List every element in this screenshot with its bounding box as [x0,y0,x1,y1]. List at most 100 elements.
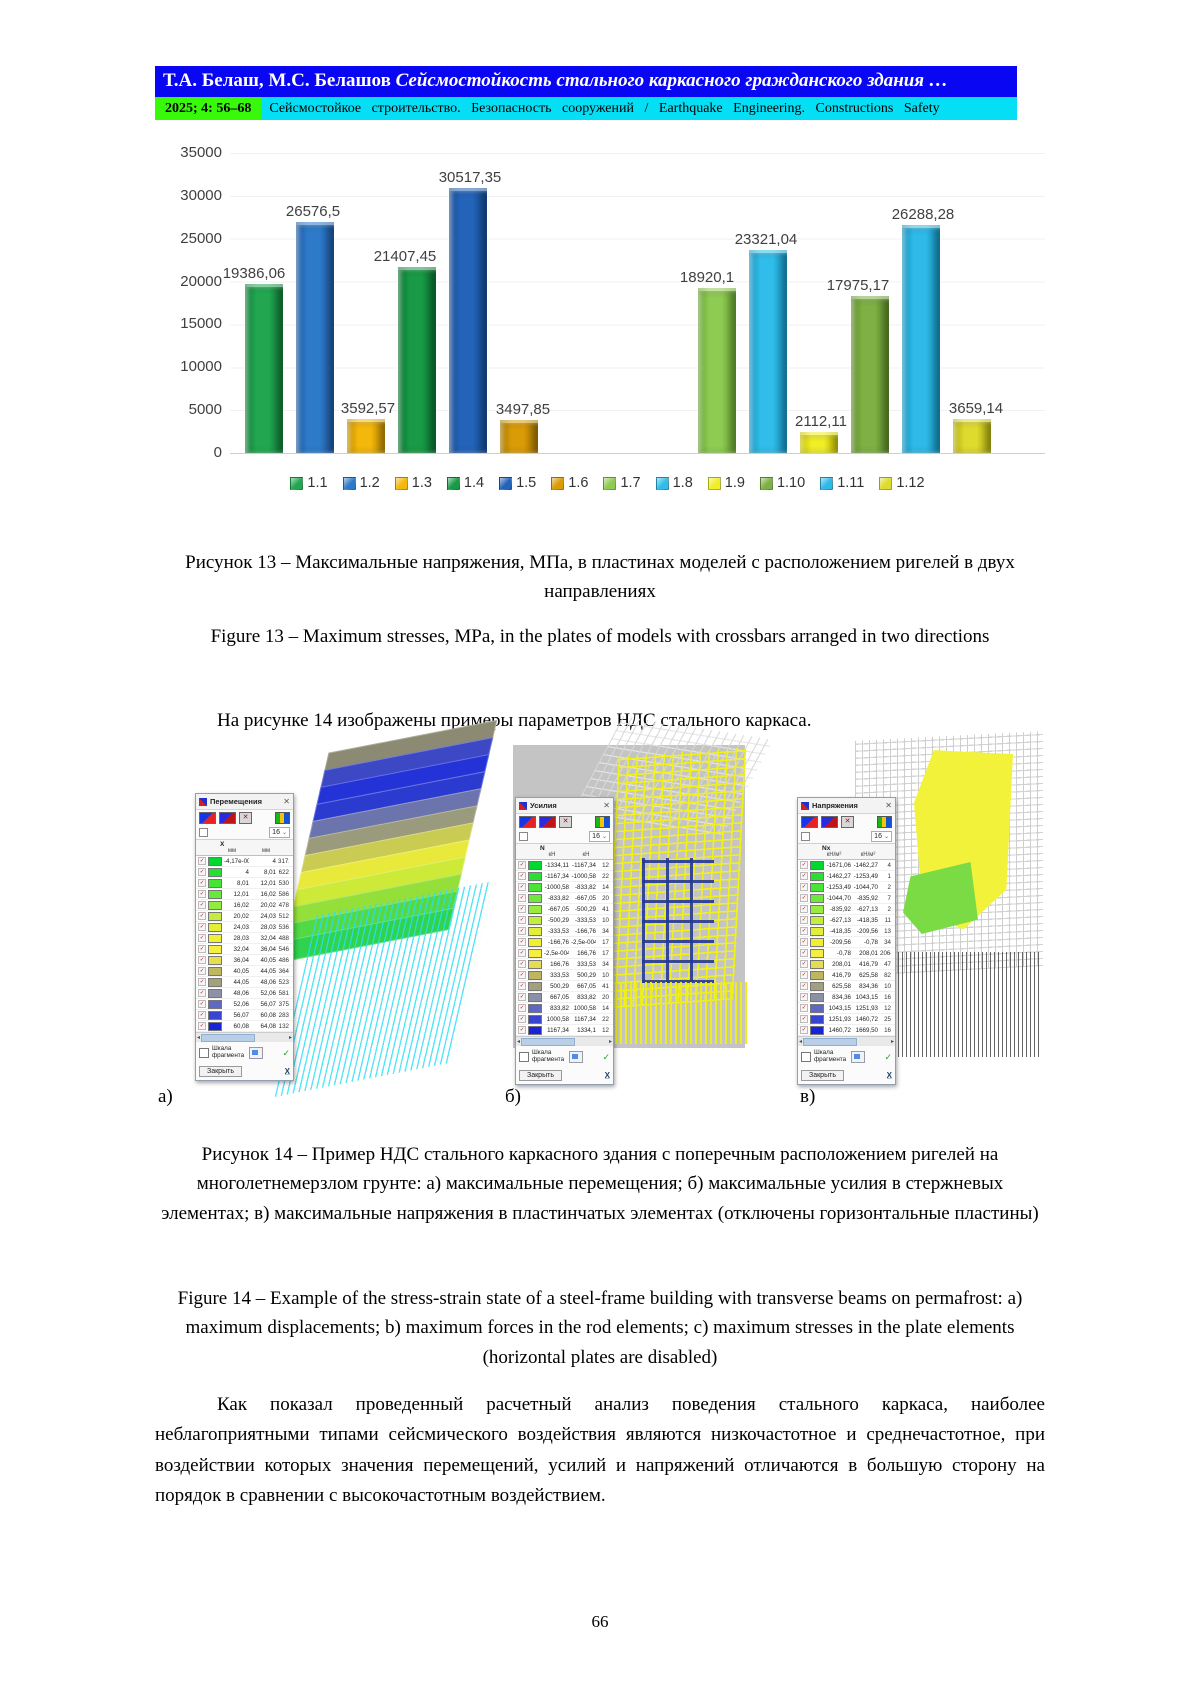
row-checkbox[interactable]: ✓ [800,905,808,913]
row-checkbox[interactable]: ✓ [800,927,808,935]
fragment-scale-checkbox[interactable] [519,1052,529,1062]
row-checkbox[interactable]: ✓ [198,945,206,953]
row-checkbox[interactable]: ✓ [518,949,526,957]
scale-row[interactable]: ✓ 500,29 667,05 41 [516,981,613,992]
row-checkbox[interactable]: ✓ [518,938,526,946]
scale-gradient-button[interactable] [519,816,536,828]
row-checkbox[interactable]: ✓ [800,1015,808,1023]
fragment-scale-checkbox[interactable] [801,1052,811,1062]
row-checkbox[interactable]: ✓ [800,971,808,979]
row-checkbox[interactable]: ✓ [518,894,526,902]
copy-icon[interactable] [851,1051,865,1063]
scale-row[interactable]: ✓ 28,03 32,04 488 [196,933,293,944]
scale-row[interactable]: ✓ -4,17e-003 43172 [196,856,293,867]
scale-row[interactable]: ✓ -209,56 -0,78 34 [798,937,895,948]
copy-icon[interactable] [249,1047,263,1059]
row-checkbox[interactable]: ✓ [518,883,526,891]
row-checkbox[interactable]: ✓ [800,916,808,924]
row-checkbox[interactable]: ✓ [198,967,206,975]
scale-row[interactable]: ✓ 834,36 1043,15 16 [798,992,895,1003]
scroll-thumb[interactable] [521,1037,576,1046]
scale-row[interactable]: ✓ -627,13 -418,35 11 [798,915,895,926]
scale-row[interactable]: ✓ 60,08 64,08 132 [196,1021,293,1032]
scale-row[interactable]: ✓ 36,04 40,05 486 [196,955,293,966]
palette-icon[interactable] [595,816,610,828]
row-checkbox[interactable]: ✓ [198,1000,206,1008]
scale-row[interactable]: ✓ -333,53 -166,76 34 [516,926,613,937]
row-checkbox[interactable]: ✓ [198,989,206,997]
row-checkbox[interactable]: ✓ [198,934,206,942]
close-button[interactable]: Закрыть [519,1070,562,1081]
levels-count-select[interactable]: 16 ⌄ [871,831,892,842]
scale-row[interactable]: ✓ 8,01 12,01 530 [196,878,293,889]
row-checkbox[interactable]: ✓ [198,890,206,898]
row-checkbox[interactable]: ✓ [800,1004,808,1012]
scale-row[interactable]: ✓ 333,53 500,29 10 [516,970,613,981]
scale-gradient-button[interactable] [199,812,216,824]
row-checkbox[interactable]: ✓ [518,872,526,880]
scale-row[interactable]: ✓ -833,82 -667,05 20 [516,893,613,904]
horizontal-scrollbar[interactable]: ◂ ▸ [516,1036,613,1046]
horizontal-scrollbar[interactable]: ◂ ▸ [196,1032,293,1042]
scale-remove-button[interactable]: ✕ [559,816,572,828]
row-checkbox[interactable]: ✓ [800,883,808,891]
row-checkbox[interactable]: ✓ [518,971,526,979]
row-checkbox[interactable]: ✓ [800,872,808,880]
scale-row[interactable]: ✓ 40,05 44,05 364 [196,966,293,977]
row-checkbox[interactable]: ✓ [198,912,206,920]
scale-gradient-button[interactable] [801,816,818,828]
scale-row[interactable]: ✓ -1462,27 -1253,49 1 [798,871,895,882]
row-checkbox[interactable]: ✓ [198,1022,206,1030]
row-checkbox[interactable]: ✓ [518,916,526,924]
scale-row[interactable]: ✓ -2,5e-004 166,76 17 [516,948,613,959]
palette-icon[interactable] [275,812,290,824]
row-checkbox[interactable]: ✓ [800,894,808,902]
dialog-titlebar[interactable]: Перемещения ✕ [196,794,293,810]
scale-row[interactable]: ✓ -500,29 -333,53 10 [516,915,613,926]
dialog-titlebar[interactable]: Усилия ✕ [516,798,613,814]
scale-row[interactable]: ✓ 1043,15 1251,93 12 [798,1003,895,1014]
scale-row[interactable]: ✓ 667,05 833,82 20 [516,992,613,1003]
scale-row[interactable]: ✓ -1000,58 -833,82 14 [516,882,613,893]
close-button[interactable]: Закрыть [199,1066,242,1077]
scale-row[interactable]: ✓ -1253,49 -1044,70 2 [798,882,895,893]
palette-icon[interactable] [877,816,892,828]
scale-row[interactable]: ✓ 32,04 36,04 546 [196,944,293,955]
scale-row[interactable]: ✓ 833,82 1000,58 14 [516,1003,613,1014]
row-checkbox[interactable]: ✓ [518,905,526,913]
scroll-thumb[interactable] [201,1033,256,1042]
scale-row[interactable]: ✓ 48,06 52,06 581 [196,988,293,999]
export-icon[interactable]: X̲ [284,1067,290,1076]
levels-count-select[interactable]: 16 ⌄ [269,827,290,838]
scale-row[interactable]: ✓ -835,92 -627,13 2 [798,904,895,915]
apply-check-icon[interactable]: ✓ [884,1051,892,1062]
scale-solid-button[interactable] [539,816,556,828]
export-icon[interactable]: X̲ [604,1071,610,1080]
scale-row[interactable]: ✓ 1000,58 1167,34 22 [516,1014,613,1025]
row-checkbox[interactable]: ✓ [800,993,808,1001]
close-icon[interactable]: ✕ [283,796,290,806]
scale-row[interactable]: ✓ 24,03 28,03 536 [196,922,293,933]
scale-solid-button[interactable] [219,812,236,824]
row-checkbox[interactable]: ✓ [518,1015,526,1023]
scale-row[interactable]: ✓ 52,06 56,07 375 [196,999,293,1010]
scroll-right-icon[interactable]: ▸ [288,1035,292,1041]
row-checkbox[interactable]: ✓ [800,949,808,957]
scale-row[interactable]: ✓ 20,02 24,03 512 [196,911,293,922]
close-button[interactable]: Закрыть [801,1070,844,1081]
scale-row[interactable]: ✓ -1167,34 -1000,58 22 [516,871,613,882]
scroll-thumb[interactable] [803,1037,858,1046]
scroll-right-icon[interactable]: ▸ [608,1039,612,1045]
mini-checkbox[interactable] [519,832,528,841]
apply-check-icon[interactable]: ✓ [602,1051,610,1062]
row-checkbox[interactable]: ✓ [198,868,206,876]
scale-row[interactable]: ✓ 208,01 416,79 47 [798,959,895,970]
scale-row[interactable]: ✓ -1334,11 -1167,34 12 [516,860,613,871]
row-checkbox[interactable]: ✓ [518,861,526,869]
levels-count-select[interactable]: 16 ⌄ [589,831,610,842]
scale-row[interactable]: ✓ -1671,06 -1462,27 4 [798,860,895,871]
row-checkbox[interactable]: ✓ [198,879,206,887]
row-checkbox[interactable]: ✓ [198,857,206,865]
scale-row[interactable]: ✓ -667,05 -500,29 41 [516,904,613,915]
scale-row[interactable]: ✓ 1167,34 1334,1 12 [516,1025,613,1036]
